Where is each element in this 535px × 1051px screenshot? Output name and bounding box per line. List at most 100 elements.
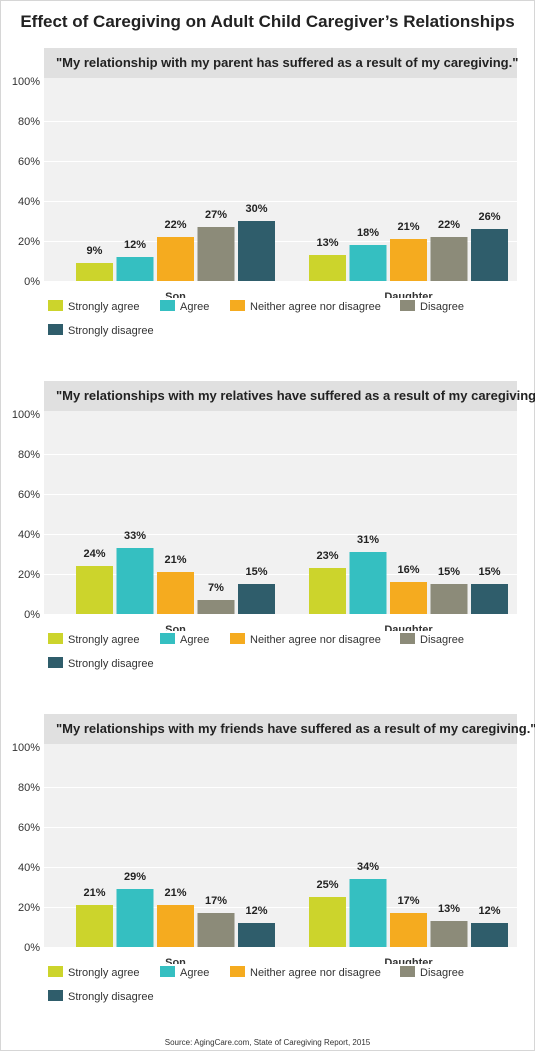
legend-label: Strongly disagree [68, 658, 154, 670]
bar-chart: 0% 20% 40% 60% 80% 100% 21% 25% 29% 34% 21% 17% 17% 1… [12, 742, 517, 964]
legend-item: Strongly disagree [48, 657, 154, 671]
legend-label: Disagree [420, 634, 465, 646]
bar-chart: 0% 20% 40% 60% 80% 100% 24% 23% 33% 31% 21% 16% 7% 15… [12, 409, 517, 631]
legend-item: Neither agree nor disagree [230, 966, 381, 980]
legend-item: Strongly disagree [48, 324, 154, 338]
data-label: 12% [124, 239, 146, 251]
bar [157, 905, 194, 947]
category-label: Son [165, 957, 186, 964]
chart-title: "My relationship with my parent has suff… [44, 48, 518, 78]
legend-swatch [230, 633, 245, 644]
bar [157, 237, 194, 281]
legend-swatch [160, 300, 175, 311]
main-title: Effect of Caregiving on Adult Child Care… [20, 12, 515, 31]
bar [309, 568, 346, 614]
legend-swatch [48, 966, 63, 977]
data-label: 30% [245, 203, 267, 215]
data-label: 18% [357, 227, 379, 239]
legend-label: Strongly agree [68, 634, 140, 646]
chart-title: "My relationships with my friends have s… [44, 714, 535, 744]
data-label: 22% [164, 219, 186, 231]
bar [309, 255, 346, 281]
y-tick-label: 100% [12, 742, 40, 754]
category-label: Daughter [384, 291, 433, 298]
legend-swatch [230, 300, 245, 311]
bar [349, 879, 387, 947]
legend-item: Neither agree nor disagree [230, 300, 381, 314]
bar [116, 257, 154, 281]
bar [197, 600, 235, 614]
bar [390, 913, 427, 947]
legend: Strongly agree Agree Neither agree nor dis… [48, 295, 518, 355]
legend-swatch [48, 324, 63, 335]
data-label: 17% [397, 895, 419, 907]
bar [349, 245, 387, 281]
data-label: 15% [245, 566, 267, 578]
legend-item: Strongly disagree [48, 990, 154, 1004]
legend-swatch [48, 300, 63, 311]
legend-swatch [48, 633, 63, 644]
bar [197, 913, 235, 947]
data-label: 12% [478, 905, 500, 917]
legend-swatch [400, 633, 415, 644]
bar [471, 229, 508, 281]
y-tick-label: 80% [18, 449, 40, 461]
legend-label: Strongly agree [68, 301, 140, 313]
data-label: 15% [438, 566, 460, 578]
y-tick-label: 0% [24, 276, 40, 288]
legend-label: Neither agree nor disagree [250, 301, 381, 313]
legend-swatch [400, 966, 415, 977]
chart-panel-relatives: "My relationships with my relatives have… [0, 381, 535, 711]
bar [430, 237, 468, 281]
bar [116, 548, 154, 614]
bar [390, 239, 427, 281]
legend-label: Disagree [420, 967, 465, 979]
legend-item: Agree [160, 633, 209, 647]
legend-label: Disagree [420, 301, 465, 313]
legend-item: Neither agree nor disagree [230, 633, 381, 647]
bar [471, 584, 508, 614]
source-note: Source: AgingCare.com, State of Caregivi… [164, 1038, 371, 1047]
data-label: 22% [438, 219, 460, 231]
data-label: 21% [164, 887, 186, 899]
y-tick-label: 20% [18, 902, 40, 914]
chart-title: "My relationships with my relatives have… [44, 381, 535, 411]
data-label: 34% [357, 861, 379, 873]
data-label: 15% [478, 566, 500, 578]
data-label: 27% [205, 209, 227, 221]
y-tick-label: 40% [18, 862, 40, 874]
legend: Strongly agree Agree Neither agree nor dis… [48, 628, 518, 688]
data-label: 24% [83, 548, 105, 560]
y-tick-label: 0% [24, 942, 40, 954]
data-label: 23% [316, 550, 338, 562]
category-label: Son [165, 291, 186, 298]
legend-swatch [230, 966, 245, 977]
data-label: 26% [478, 211, 500, 223]
legend-swatch [160, 633, 175, 644]
data-label: 12% [245, 905, 267, 917]
legend-label: Agree [180, 301, 210, 313]
data-label: 29% [124, 871, 146, 883]
bar [309, 897, 346, 947]
legend-swatch [48, 990, 63, 1001]
chart-panel-parent: "My relationship with my parent has suff… [0, 48, 535, 378]
y-tick-label: 40% [18, 196, 40, 208]
legend-item: Disagree [400, 300, 464, 314]
legend-label: Strongly agree [68, 967, 140, 979]
legend-label: Neither agree nor disagree [250, 634, 381, 646]
y-tick-label: 0% [24, 609, 40, 621]
legend-item: Agree [160, 966, 209, 980]
y-tick-label: 80% [18, 782, 40, 794]
legend-swatch [400, 300, 415, 311]
y-tick-label: 60% [18, 822, 40, 834]
y-tick-label: 20% [18, 236, 40, 248]
data-label: 17% [205, 895, 227, 907]
category-label: Daughter [384, 624, 433, 631]
y-tick-label: 100% [12, 76, 40, 88]
y-tick-label: 60% [18, 156, 40, 168]
data-label: 13% [438, 903, 460, 915]
bar [76, 263, 113, 281]
legend: Strongly agree Agree Neither agree nor dis… [48, 961, 518, 1021]
legend-label: Agree [180, 634, 210, 646]
legend-label: Strongly disagree [68, 325, 154, 337]
